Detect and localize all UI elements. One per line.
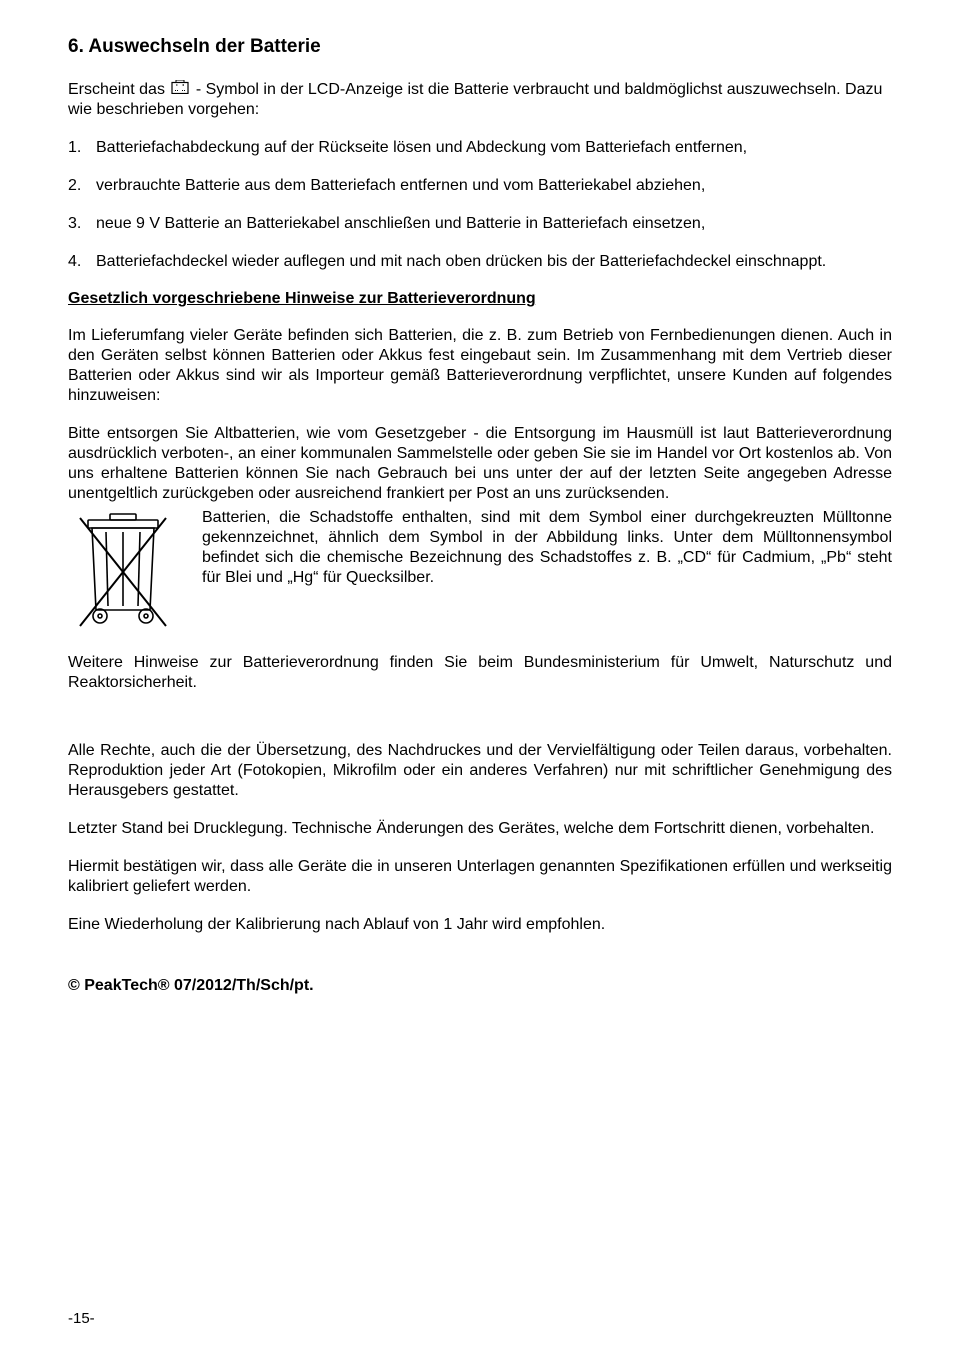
crossed-bin-icon [68,510,178,635]
steps-list: Batteriefachabdeckung auf der Rückseite … [68,138,892,272]
intro-after: - Symbol in der LCD-Anzeige ist die Batt… [68,81,882,118]
page-number: -15- [68,1310,95,1327]
intro-paragraph: Erscheint das - Symbol in der LCD-Anzeig… [68,80,892,120]
step-item: verbrauchte Batterie aus dem Batteriefac… [68,176,892,196]
body-paragraph: Bitte entsorgen Sie Altbatterien, wie vo… [68,424,892,504]
body-paragraph: Alle Rechte, auch die der Übersetzung, d… [68,741,892,801]
step-item: Batteriefachabdeckung auf der Rückseite … [68,138,892,158]
body-paragraph: Eine Wiederholung der Kalibrierung nach … [68,915,892,935]
body-paragraph: Im Lieferumfang vieler Geräte befinden s… [68,326,892,406]
document-page: 6. Auswechseln der Batterie Erscheint da… [0,0,960,1351]
section-heading: 6. Auswechseln der Batterie [68,36,892,58]
step-item: neue 9 V Batterie an Batteriekabel ansch… [68,214,892,234]
body-paragraph: Letzter Stand bei Drucklegung. Technisch… [68,819,892,839]
battery-low-icon [171,80,189,100]
intro-before: Erscheint das [68,81,169,98]
footer-copyright: © PeakTech® 07/2012/Th/Sch/pt. [68,977,892,995]
bin-block: Batterien, die Schadstoffe enthalten, si… [68,508,892,635]
body-paragraph: Hiermit bestätigen wir, dass alle Geräte… [68,857,892,897]
subheading: Gesetzlich vorgeschriebene Hinweise zur … [68,290,892,308]
step-item: Batteriefachdeckel wieder auflegen und m… [68,252,892,272]
bin-paragraph: Batterien, die Schadstoffe enthalten, si… [68,508,892,588]
body-paragraph: Weitere Hinweise zur Batterieverordnung … [68,653,892,693]
